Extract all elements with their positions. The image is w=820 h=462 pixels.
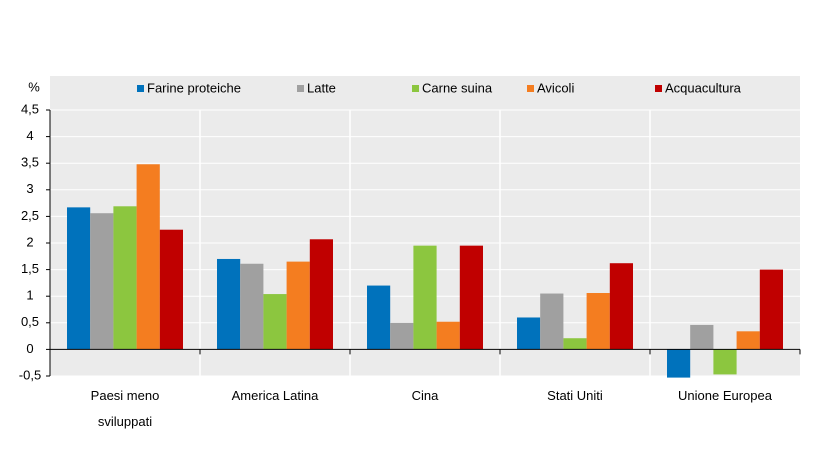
bar [609,263,633,350]
bar [90,213,114,350]
bar [67,207,91,350]
legend-swatch [655,85,662,92]
legend-swatch [412,85,419,92]
bar [413,245,437,350]
bar [286,261,310,350]
y-tick-label: 4,5 [21,101,39,116]
y-tick-label: 3,5 [21,155,39,170]
bar [367,285,391,350]
bar [136,164,160,350]
bar [690,324,714,350]
y-tick-label: 1 [26,288,33,303]
bar [586,293,610,350]
x-tick-label: Cina [411,388,439,403]
bar [240,263,264,350]
bar [713,349,737,375]
y-tick-label: 2,5 [21,208,39,223]
legend-swatch [527,85,534,92]
bar [759,269,783,350]
x-tick-label: Unione Europea [678,388,772,403]
legend-label: Avicoli [537,80,574,95]
bar [667,349,691,378]
bar [436,321,460,350]
y-tick-label: 0 [26,341,33,356]
bar [159,229,183,350]
legend-swatch [137,85,144,92]
bar [563,338,587,350]
legend-label: Acquacultura [665,80,742,95]
bar [459,245,483,350]
y-tick-label: -0,5 [19,367,41,382]
legend-label: Carne suina [422,80,493,95]
bar [309,239,333,350]
legend-swatch [297,85,304,92]
x-tick-label: Stati Uniti [547,388,603,403]
y-tick-label: 3 [26,181,33,196]
bar [390,322,414,350]
bar [540,293,564,350]
bar [263,294,287,350]
y-tick-label: 2 [26,234,33,249]
bar [113,206,137,350]
x-tick-label: America Latina [231,388,319,403]
y-tick-label: 1,5 [21,261,39,276]
bar [517,317,541,350]
legend-label: Farine proteiche [147,80,241,95]
x-tick-label: Paesi meno sviluppati [90,388,160,429]
bar [217,258,241,350]
legend-label: Latte [307,80,336,95]
bar [736,331,760,350]
y-tick-label: 4 [26,128,33,143]
y-unit: % [28,79,40,94]
y-tick-label: 0,5 [21,314,39,329]
